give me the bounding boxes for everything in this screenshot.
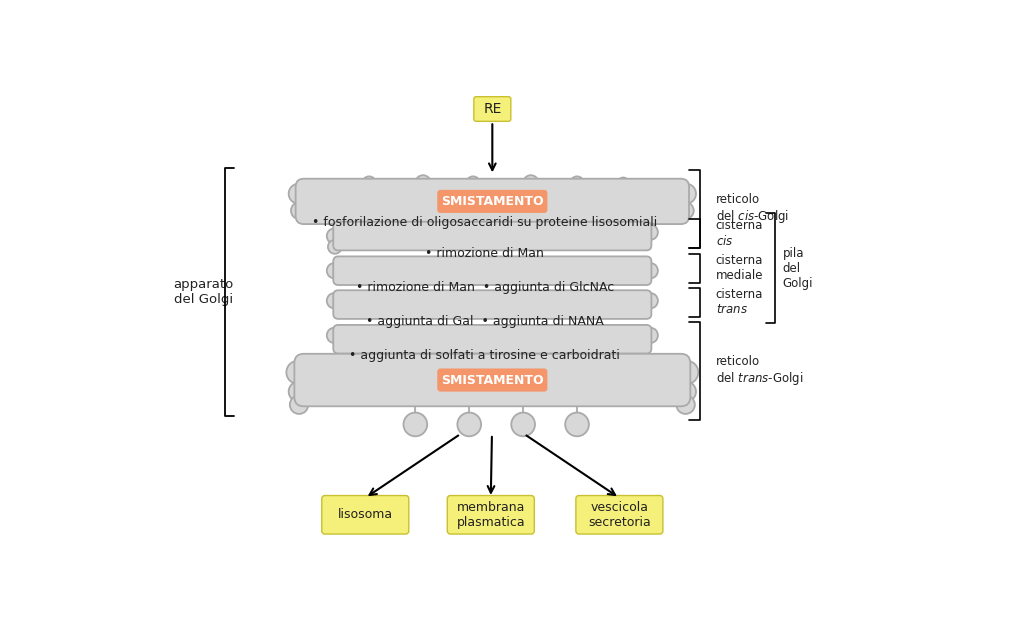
Circle shape [286,361,309,384]
Text: lisosoma: lisosoma [338,508,393,521]
Text: • fosforilazione di oligosaccaridi su proteine lisosomiali: • fosforilazione di oligosaccaridi su pr… [312,216,657,229]
Circle shape [403,413,428,436]
Circle shape [328,240,342,254]
Circle shape [326,263,342,279]
Circle shape [290,396,308,414]
Text: • aggiunta di solfati a tirosine e carboidrati: • aggiunta di solfati a tirosine e carbo… [349,349,620,362]
Text: cisterna
mediale: cisterna mediale [716,254,763,282]
Text: • rimozione di Man: • rimozione di Man [426,247,544,260]
Circle shape [523,175,538,191]
FancyBboxPatch shape [576,496,663,534]
Circle shape [512,413,535,436]
Circle shape [326,293,342,309]
FancyBboxPatch shape [296,179,690,224]
FancyBboxPatch shape [333,290,652,319]
FancyBboxPatch shape [474,96,510,121]
Text: SMISTAMENTO: SMISTAMENTO [441,195,543,208]
Text: reticolo
del $cis$-Golgi: reticolo del $cis$-Golgi [716,193,789,225]
FancyBboxPatch shape [437,369,547,392]
FancyBboxPatch shape [437,190,547,213]
FancyBboxPatch shape [333,257,652,285]
Circle shape [326,327,342,343]
Circle shape [570,177,584,190]
Text: reticolo
del $trans$-Golgi: reticolo del $trans$-Golgi [716,355,803,387]
FancyBboxPatch shape [333,222,652,250]
Circle shape [642,327,658,343]
Circle shape [675,361,699,384]
FancyBboxPatch shape [447,496,534,534]
Circle shape [457,413,481,436]
Circle shape [642,263,658,279]
Circle shape [642,293,658,309]
Circle shape [565,413,589,436]
Text: RE: RE [483,102,501,116]
Circle shape [415,175,431,191]
Circle shape [326,228,342,244]
Text: cisterna
$cis$: cisterna $cis$ [716,219,763,249]
Circle shape [676,183,696,203]
Text: vescicola
secretoria: vescicola secretoria [588,501,651,529]
Text: apparato
del Golgi: apparato del Golgi [174,278,233,306]
Circle shape [676,396,695,414]
FancyBboxPatch shape [295,354,691,406]
Text: • aggiunta di Gal  • aggiunta di NANA: • aggiunta di Gal • aggiunta di NANA [366,316,604,329]
Text: membrana
plasmatica: membrana plasmatica [456,501,525,529]
Circle shape [642,225,658,240]
Text: pila
del
Golgi: pila del Golgi [783,247,813,289]
Text: cisterna
$trans$: cisterna $trans$ [716,288,763,316]
Circle shape [288,183,309,203]
Circle shape [291,202,308,219]
Circle shape [362,177,376,190]
FancyBboxPatch shape [322,496,409,534]
Circle shape [617,178,629,190]
Circle shape [677,202,694,219]
Text: • rimozione di Man  • aggiunta di GlcNAc: • rimozione di Man • aggiunta di GlcNAc [356,281,614,294]
Circle shape [466,177,480,190]
Text: SMISTAMENTO: SMISTAMENTO [441,374,543,386]
FancyBboxPatch shape [333,325,652,354]
Circle shape [676,382,696,402]
Circle shape [288,382,309,402]
